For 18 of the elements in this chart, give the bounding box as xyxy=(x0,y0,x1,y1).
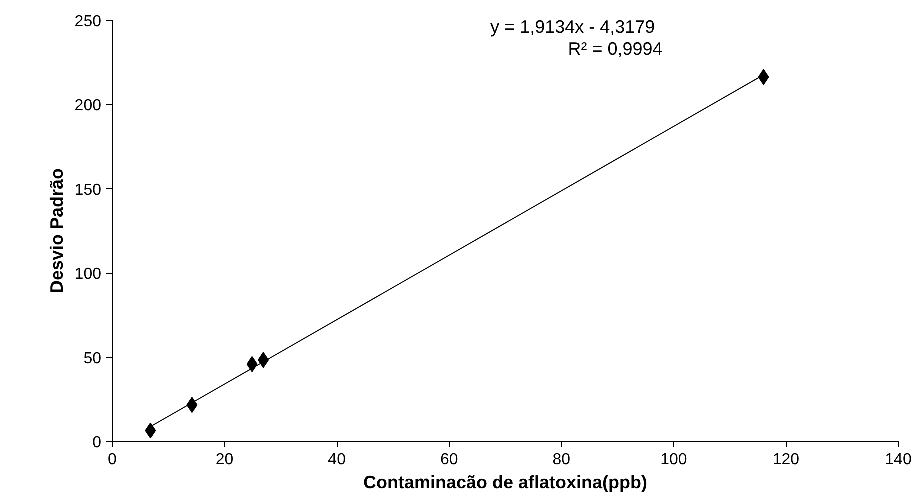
annotation: y = 1,9134x - 4,3179 xyxy=(490,17,656,38)
x-tick-label: 80 xyxy=(552,452,571,468)
x-axis-title: Contaminacão de aflatoxina(ppb) xyxy=(363,472,648,492)
y-tick-label: 150 xyxy=(74,182,102,199)
x-tick-label: 0 xyxy=(108,452,118,468)
y-tick-label: 50 xyxy=(84,350,102,368)
y-axis-title: Desvio Padrão xyxy=(46,168,67,294)
x-tick-label: 20 xyxy=(216,452,234,468)
y-tick-label: 250 xyxy=(74,14,102,30)
y-tick-label: 0 xyxy=(92,434,102,452)
x-tick-label: 100 xyxy=(660,452,688,468)
x-tick-label: 60 xyxy=(440,452,458,468)
x-tick-label: 40 xyxy=(328,452,346,468)
x-tick-label: 140 xyxy=(885,452,912,468)
annotation: R² = 0,9994 xyxy=(568,39,663,60)
x-tick-label: 120 xyxy=(772,452,800,468)
y-tick-label: 200 xyxy=(74,98,102,115)
y-tick-label: 100 xyxy=(74,266,102,284)
